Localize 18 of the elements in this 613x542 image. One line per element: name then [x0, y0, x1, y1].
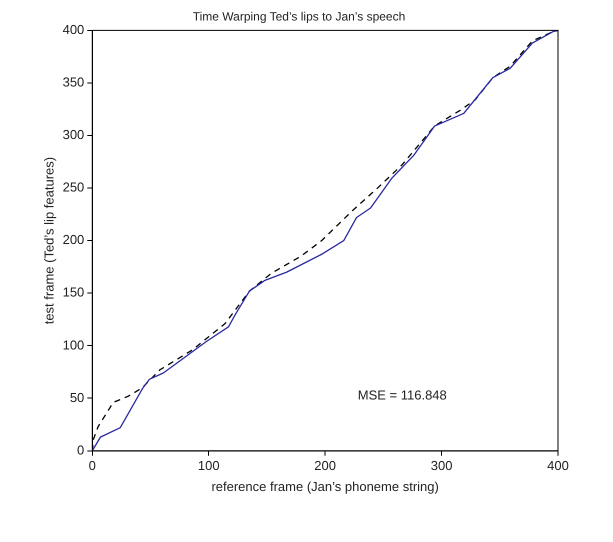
y-tick-label: 300 — [62, 127, 84, 142]
x-axis-title: reference frame (Jan’s phoneme string) — [211, 478, 439, 494]
y-tick-label: 150 — [62, 284, 84, 300]
x-tick-label: 300 — [430, 458, 452, 474]
y-tick-label: 100 — [62, 337, 84, 352]
y-tick-label: 350 — [62, 74, 84, 90]
y-axis-title: test frame (Ted’s lip features) — [41, 156, 56, 324]
y-tick-label: 0 — [77, 442, 84, 458]
x-tick-label: 400 — [547, 458, 569, 474]
y-tick-label: 200 — [62, 232, 84, 248]
y-tick-label: 250 — [62, 180, 84, 195]
x-tick-label: 200 — [314, 458, 336, 474]
y-tick-label: 50 — [70, 390, 84, 405]
x-tick-label: 100 — [198, 458, 220, 474]
annotation: MSE = 116.848 — [358, 388, 447, 403]
y-tick-label: 400 — [62, 22, 84, 37]
x-tick-label: 0 — [88, 458, 96, 474]
chart-title: Time Warping Ted’s lips to Jan’s speech — [192, 10, 406, 24]
